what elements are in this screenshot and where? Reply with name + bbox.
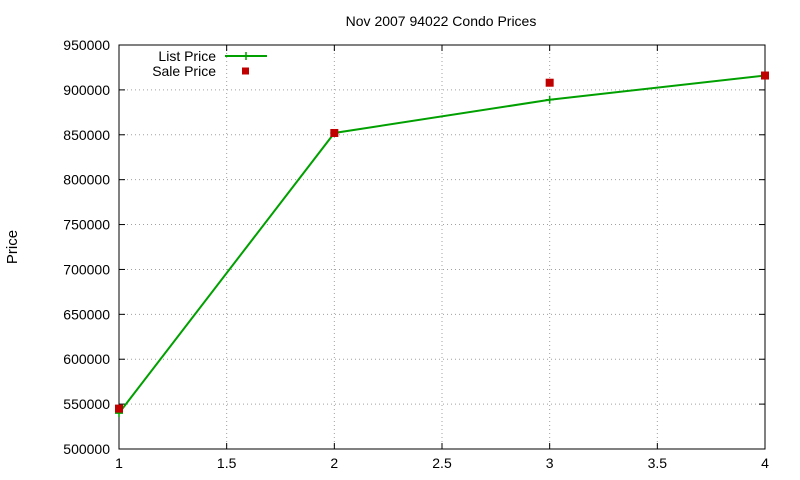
legend-marker-list-price — [242, 52, 250, 60]
legend-label-sale-price: Sale Price — [152, 63, 216, 79]
y-axis-label: Price — [4, 230, 21, 264]
y-tick-label: 900000 — [63, 82, 110, 98]
list-price-line — [118, 74, 766, 414]
legend-item-sale-price: Sale Price — [152, 63, 249, 79]
y-tick-label: 550000 — [63, 396, 110, 412]
x-tick-label: 2.5 — [432, 455, 452, 471]
list-price-point — [545, 95, 554, 104]
x-tick-label: 1 — [115, 455, 123, 471]
series-sale-price — [115, 71, 769, 413]
y-tick-label: 850000 — [63, 127, 110, 143]
sale-price-point — [761, 71, 769, 80]
y-tick-label: 750000 — [63, 217, 110, 233]
legend: List Price Sale Price — [152, 48, 267, 79]
y-tick-label: 600000 — [63, 351, 110, 367]
sale-price-point — [115, 404, 123, 413]
sale-price-point — [545, 78, 554, 87]
x-tick-label: 2 — [330, 455, 338, 471]
legend-label-list-price: List Price — [158, 48, 216, 64]
x-tick-label: 4 — [761, 455, 769, 471]
x-tick-label: 3 — [546, 455, 554, 471]
series — [115, 71, 769, 418]
legend-item-list-price: List Price — [158, 48, 267, 64]
y-tick-label: 650000 — [63, 306, 110, 322]
grid — [119, 45, 765, 449]
y-tick-label: 700000 — [63, 261, 110, 277]
legend-marker-sale-price — [242, 67, 249, 75]
axis-ticks — [118, 44, 766, 450]
x-tick-label: 3.5 — [648, 455, 668, 471]
y-tick-label: 950000 — [63, 37, 110, 53]
y-tick-label: 800000 — [63, 172, 110, 188]
tick-labels: 500000 550000 600000 650000 700000 750000 8000… — [63, 37, 769, 471]
y-tick-label: 500000 — [63, 441, 110, 457]
sale-price-point — [330, 128, 339, 137]
x-tick-label: 1.5 — [217, 455, 237, 471]
chart-title: Nov 2007 94022 Condo Prices — [346, 13, 537, 29]
